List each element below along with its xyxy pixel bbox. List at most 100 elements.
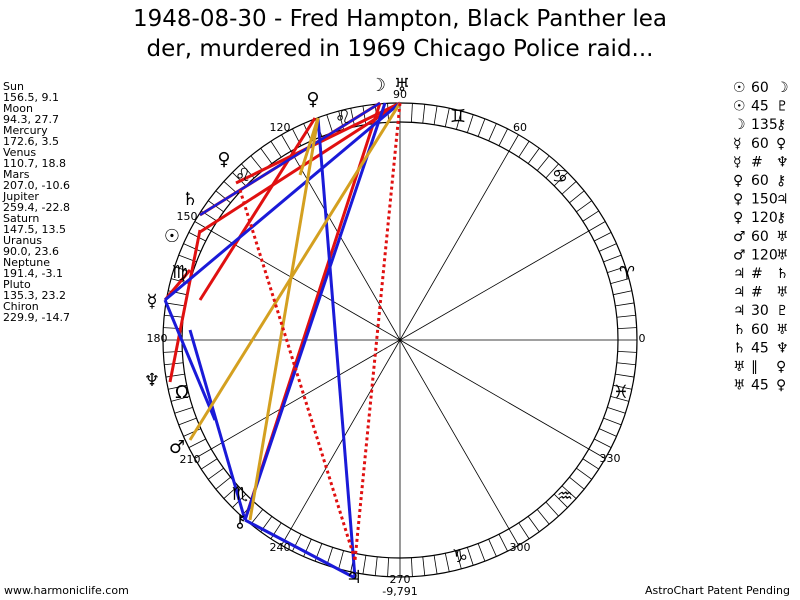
wheel-glyph: ♑ xyxy=(452,546,468,567)
aspect-line xyxy=(243,102,387,521)
planet-name: Pluto xyxy=(3,278,31,291)
ring-tick xyxy=(607,266,626,274)
planet-position: 110.7, 18.8 xyxy=(3,157,66,170)
planet-name: Uranus xyxy=(3,234,42,247)
aspect-body: ♄ xyxy=(733,340,746,356)
aspect-body: ♀ xyxy=(776,378,786,394)
aspect-body: ☽ xyxy=(776,80,789,96)
ring-tick xyxy=(250,509,264,525)
ring-tick xyxy=(444,108,450,127)
spoke xyxy=(290,339,401,529)
planet-position: 135.3, 23.2 xyxy=(3,289,66,302)
ring-tick xyxy=(576,200,592,213)
aspect-angle: 60 xyxy=(751,173,769,189)
wheel-glyph: ♂ xyxy=(169,437,185,458)
wheel-glyph: ♈ xyxy=(619,263,635,284)
aspect-angle: ∥ xyxy=(751,359,758,375)
wheel-glyph: ♌ xyxy=(335,107,351,128)
ring-tick xyxy=(422,556,426,576)
ring-tick xyxy=(292,534,302,552)
aspect-body: ♅ xyxy=(776,285,789,301)
footer-right: AstroChart Patent Pending xyxy=(645,584,790,597)
aspect-body: ♅ xyxy=(776,322,789,338)
ring-tick xyxy=(477,118,486,137)
ring-tick xyxy=(582,210,599,222)
aspect-body: ♀ xyxy=(776,359,786,375)
ring-tick xyxy=(498,128,508,146)
ring-tick xyxy=(569,476,585,490)
ring-tick xyxy=(598,243,617,252)
wheel-glyph: ♒ xyxy=(557,486,573,507)
ring-tick xyxy=(168,384,187,390)
aspect-line xyxy=(199,101,401,234)
aspect-angle: 45 xyxy=(751,340,769,356)
aspect-lines xyxy=(163,101,402,580)
spoke xyxy=(399,151,510,341)
ring-tick xyxy=(411,103,413,123)
aspect-body: ☽ xyxy=(733,117,746,133)
spoke xyxy=(211,230,401,341)
ring-tick xyxy=(477,543,486,562)
planet-position: 172.6, 3.5 xyxy=(3,135,59,148)
degree-label: 90 xyxy=(393,88,407,101)
ring-tick xyxy=(488,538,497,557)
aspect-line xyxy=(248,117,320,521)
aspect-line xyxy=(164,101,401,302)
wheel-glyph: ♀ xyxy=(306,89,319,110)
planet-position: 259.4, -22.8 xyxy=(3,201,70,214)
degree-label: 270 xyxy=(390,573,411,586)
degree-label: 0 xyxy=(639,332,646,345)
degree-label: 150 xyxy=(177,210,198,223)
aspect-line xyxy=(188,329,247,521)
ring-tick xyxy=(610,278,630,284)
spoke xyxy=(399,230,589,341)
aspect-body: ♀ xyxy=(733,210,743,226)
wheel-glyph: Ω xyxy=(175,382,189,403)
aspect-angle: 60 xyxy=(751,80,769,96)
wheel-glyph: ♀ xyxy=(217,149,230,170)
aspect-body: ♃ xyxy=(733,266,746,282)
aspect-body: ♇ xyxy=(776,303,789,319)
planet-name: Saturn xyxy=(3,212,39,225)
spoke xyxy=(399,339,510,529)
ring-tick xyxy=(582,458,599,470)
ring-tick xyxy=(433,555,438,575)
degree-label: 210 xyxy=(180,453,201,466)
ring-tick xyxy=(488,123,497,142)
ring-tick xyxy=(338,550,344,570)
ring-tick xyxy=(326,114,334,133)
ring-tick xyxy=(433,105,438,125)
ring-tick xyxy=(466,114,474,133)
ring-tick xyxy=(178,417,197,426)
aspect-body: ♅ xyxy=(776,247,789,263)
aspect-angle: 120 xyxy=(751,247,778,263)
aspect-angle: 45 xyxy=(751,99,769,115)
aspect-body: ♆ xyxy=(776,154,789,170)
degree-label: 240 xyxy=(270,541,291,554)
aspect-line xyxy=(188,102,402,441)
ring-tick xyxy=(616,362,636,366)
title-line: der, murdered in 1969 Chicago Police rai… xyxy=(147,36,654,62)
ring-tick xyxy=(232,172,247,187)
wheel-glyph: ♅ xyxy=(394,75,410,96)
ring-tick xyxy=(215,190,231,204)
aspect-line xyxy=(298,117,320,176)
aspect-body: ♂ xyxy=(733,247,746,263)
ring-tick xyxy=(215,476,231,490)
aspect-angle: # xyxy=(751,266,763,282)
aspect-body: ♃ xyxy=(733,285,746,301)
ring-tick xyxy=(270,141,282,158)
ring-tick xyxy=(387,557,389,577)
planet-position: 207.0, -10.6 xyxy=(3,179,70,192)
ring-tick xyxy=(594,438,612,448)
aspect-body: ♅ xyxy=(776,229,789,245)
aspect-body: ♄ xyxy=(733,322,746,338)
title-line: 1948-08-30 - Fred Hampton, Black Panther… xyxy=(133,6,667,32)
footer-left: www.harmoniclife.com xyxy=(4,584,129,597)
ring-tick xyxy=(607,406,626,414)
aspect-angle: 120 xyxy=(751,210,778,226)
ring-tick xyxy=(518,522,530,539)
planet-name: Jupiter xyxy=(2,190,39,203)
ring-tick xyxy=(598,428,617,437)
planet-name: Mercury xyxy=(3,124,48,137)
